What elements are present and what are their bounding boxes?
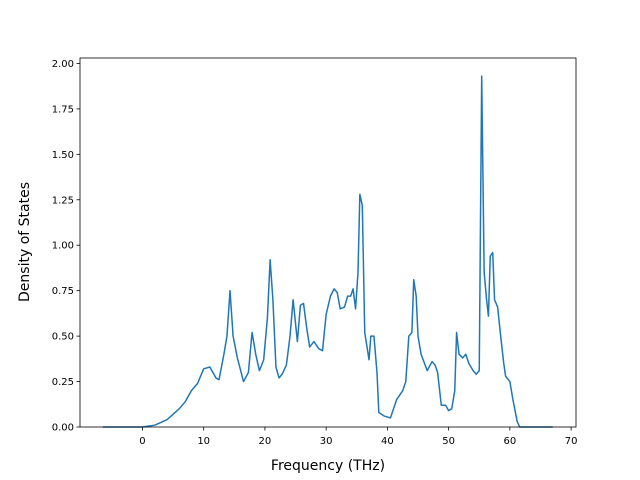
plot-frame	[79, 57, 577, 428]
line-series	[102, 75, 553, 428]
y-tick-label: 1.25	[52, 195, 74, 206]
x-tick-label: 30	[320, 436, 333, 447]
y-tick-label: 0.00	[52, 423, 74, 434]
x-tick-label: 20	[259, 436, 272, 447]
x-axis-label: Frequency (THz)	[271, 458, 385, 474]
y-tick-label: 0.25	[52, 377, 74, 388]
y-tick-label: 0.75	[52, 286, 74, 297]
y-axis-label: Density of States	[17, 182, 33, 302]
y-tick-label: 1.75	[52, 104, 74, 115]
x-tick-label: 60	[503, 436, 516, 447]
x-tick-label: 70	[565, 436, 578, 447]
x-tick-label: 40	[381, 436, 394, 447]
y-tick-label: 1.00	[52, 241, 74, 252]
y-tick-label: 2.00	[52, 59, 74, 70]
x-tick-label: 0	[139, 436, 145, 447]
x-tick-label: 50	[442, 436, 455, 447]
y-tick-label: 1.50	[52, 150, 74, 161]
x-tick-label: 10	[197, 436, 210, 447]
y-tick-label: 0.50	[52, 332, 74, 343]
